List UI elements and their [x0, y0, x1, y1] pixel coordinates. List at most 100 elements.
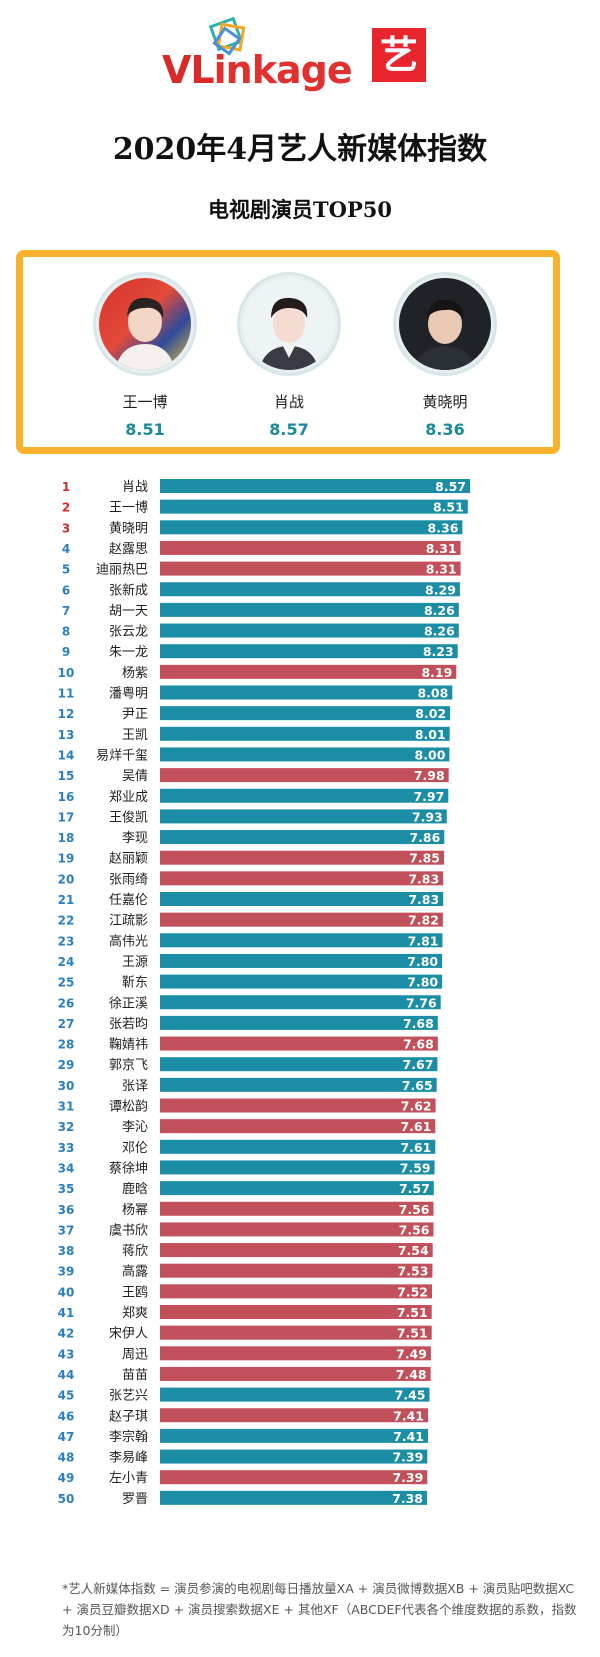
bar: [160, 1243, 433, 1258]
rank-label: 8: [62, 625, 70, 639]
top3-panel: 王一博 8.51 肖战 8.57 黄晓明 8.36: [16, 250, 560, 454]
page-subtitle: 电视剧演员TOP50: [208, 197, 392, 222]
bar: [160, 747, 450, 762]
vlinkage-logo-icon: [208, 16, 246, 56]
actor-name-label: 蒋欣: [122, 1244, 148, 1259]
actor-name-label: 王凯: [122, 728, 148, 743]
data-label: 7.56: [399, 1202, 430, 1217]
bar: [160, 1284, 432, 1299]
rank-label: 1: [62, 480, 70, 494]
bar: [160, 1077, 437, 1092]
bar: [160, 706, 451, 721]
top3-card-second: 王一博 8.51: [75, 275, 215, 439]
avatar: [96, 275, 194, 373]
actor-name-label: 黄晓明: [109, 521, 148, 536]
data-label: 8.57: [435, 479, 466, 494]
data-label: 8.29: [425, 582, 456, 597]
actor-name-label: 王鸥: [122, 1284, 148, 1300]
bar: [160, 1160, 435, 1175]
rank-label: 38: [58, 1244, 75, 1258]
rank-label: 31: [58, 1100, 75, 1114]
bar: [160, 1263, 433, 1278]
data-label: 7.38: [392, 1491, 423, 1506]
data-label: 7.85: [409, 851, 440, 866]
data-label: 7.41: [393, 1429, 424, 1444]
data-label: 8.19: [421, 665, 452, 680]
rank-label: 19: [58, 852, 75, 866]
data-label: 7.56: [399, 1222, 430, 1237]
data-label: 8.00: [415, 747, 446, 762]
actor-name-label: 王源: [122, 955, 148, 970]
data-label: 7.82: [408, 913, 439, 928]
rank-label: 41: [58, 1306, 75, 1320]
actor-name-label: 左小青: [109, 1471, 148, 1486]
bar: [160, 1201, 434, 1216]
bar: [160, 623, 459, 638]
rank-label: 17: [58, 810, 75, 824]
bar: [160, 1181, 434, 1196]
bar: [160, 1325, 432, 1340]
data-label: 7.52: [397, 1284, 428, 1299]
rank-label: 26: [58, 996, 75, 1010]
actor-name-label: 徐正溪: [109, 996, 148, 1011]
bar: [160, 1490, 427, 1505]
data-label: 8.23: [423, 644, 454, 659]
data-label: 7.83: [408, 871, 439, 886]
bar: [160, 1366, 431, 1381]
bar: [160, 892, 444, 906]
bar: [160, 582, 460, 597]
actor-name-label: 宋伊人: [109, 1327, 148, 1342]
bar: [160, 1119, 436, 1134]
top3-score: 8.36: [425, 420, 465, 439]
rank-label: 14: [58, 748, 75, 762]
rank-label: 11: [58, 687, 75, 701]
bar: [160, 1222, 434, 1237]
actor-name-label: 罗晋: [122, 1492, 148, 1507]
actor-name-label: 郑业成: [109, 790, 148, 805]
data-label: 7.51: [397, 1326, 428, 1341]
actor-name-label: 赵子琪: [109, 1409, 148, 1424]
top3-score: 8.51: [125, 420, 165, 439]
bar: [160, 726, 450, 741]
yi-logo-badge: 艺: [372, 28, 426, 82]
rank-label: 7: [62, 604, 70, 618]
bar: [160, 871, 444, 886]
avatar: [396, 275, 494, 373]
bar: [160, 1346, 431, 1361]
header: VLinkage 艺: [0, 0, 600, 110]
actor-name-label: 李沁: [122, 1120, 148, 1135]
rank-label: 3: [62, 521, 70, 535]
rank-label: 45: [58, 1389, 75, 1403]
actor-name-label: 杨幂: [122, 1203, 148, 1218]
data-label: 7.80: [407, 975, 438, 990]
bar: [160, 1098, 436, 1113]
rank-label: 15: [58, 769, 75, 783]
bar: [160, 933, 443, 948]
data-label: 7.83: [408, 892, 439, 907]
actor-name-label: 吴倩: [122, 769, 148, 784]
data-label: 7.68: [403, 1016, 434, 1031]
bar: [160, 850, 444, 865]
rank-label: 6: [62, 583, 70, 597]
portrait-icon: [259, 297, 319, 370]
rank-label: 9: [62, 645, 70, 659]
rank-label: 42: [58, 1327, 75, 1341]
rank-label: 34: [58, 1161, 75, 1175]
portrait-icon: [115, 297, 175, 370]
bar: [160, 479, 470, 493]
rank-label: 27: [58, 1017, 75, 1031]
data-label: 7.57: [399, 1181, 430, 1196]
bar: [160, 768, 449, 783]
actor-name-label: 谭松韵: [109, 1100, 148, 1115]
actor-name-label: 张若昀: [109, 1016, 148, 1032]
rank-label: 30: [58, 1079, 75, 1093]
rank-label: 13: [58, 728, 75, 742]
actor-name-label: 潘粤明: [109, 686, 148, 702]
rank-label: 20: [58, 872, 75, 886]
data-label: 7.93: [412, 809, 443, 824]
top3-score: 8.57: [269, 420, 309, 439]
actor-name-label: 李易峰: [109, 1451, 148, 1466]
data-label: 7.61: [400, 1140, 431, 1155]
bar: [160, 953, 443, 968]
actor-name-label: 张新成: [109, 582, 148, 598]
